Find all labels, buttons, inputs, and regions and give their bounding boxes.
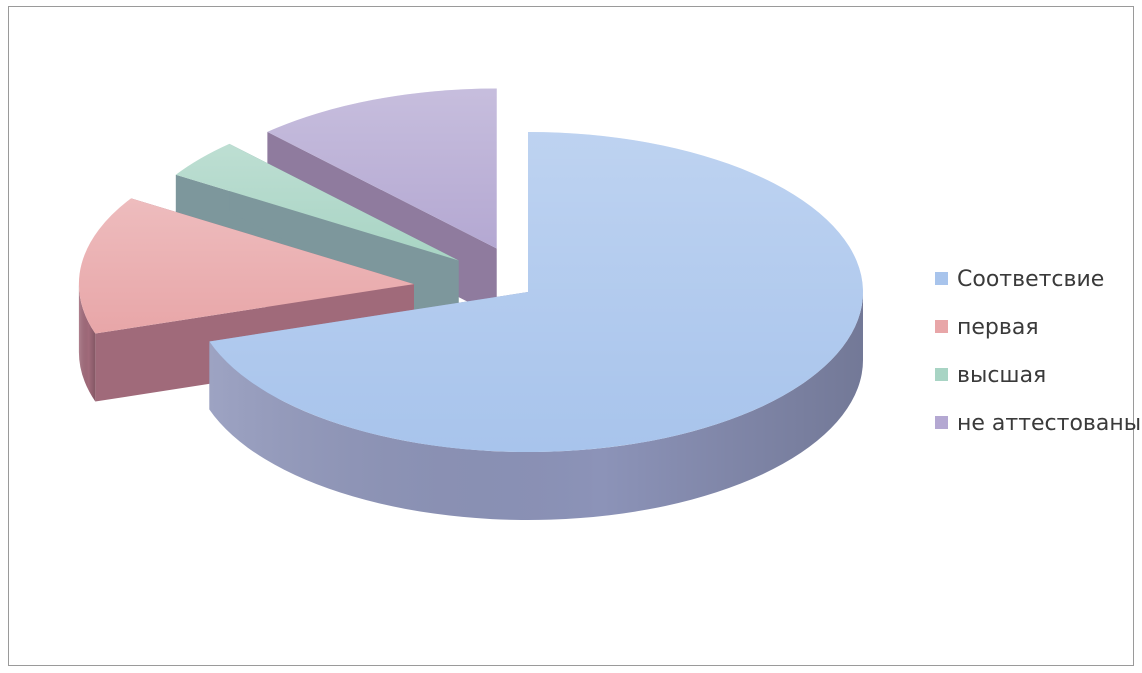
legend-swatch [935,272,948,285]
pie-slice-0 [209,132,864,520]
pie-slice-top-shade [209,132,864,453]
legend-label: высшая [957,363,1046,388]
pie-slices [78,88,864,520]
pie-slice-side-shade [78,284,96,402]
legend-swatch [935,320,948,333]
pie-slice-top-shade [267,88,497,249]
legend-swatch [935,368,948,381]
legend-label: не аттестованы [957,411,1141,436]
legend-label: Соответсвие [957,267,1104,292]
pie-slice-top-shade [175,143,459,261]
pie-slice-side-shade [209,292,864,520]
pie-slice-top-shade [78,198,414,334]
legend-label: первая [957,315,1039,340]
legend-swatch [935,416,948,429]
legend: Соответсвие первая высшая не аттестованы [935,267,1141,436]
